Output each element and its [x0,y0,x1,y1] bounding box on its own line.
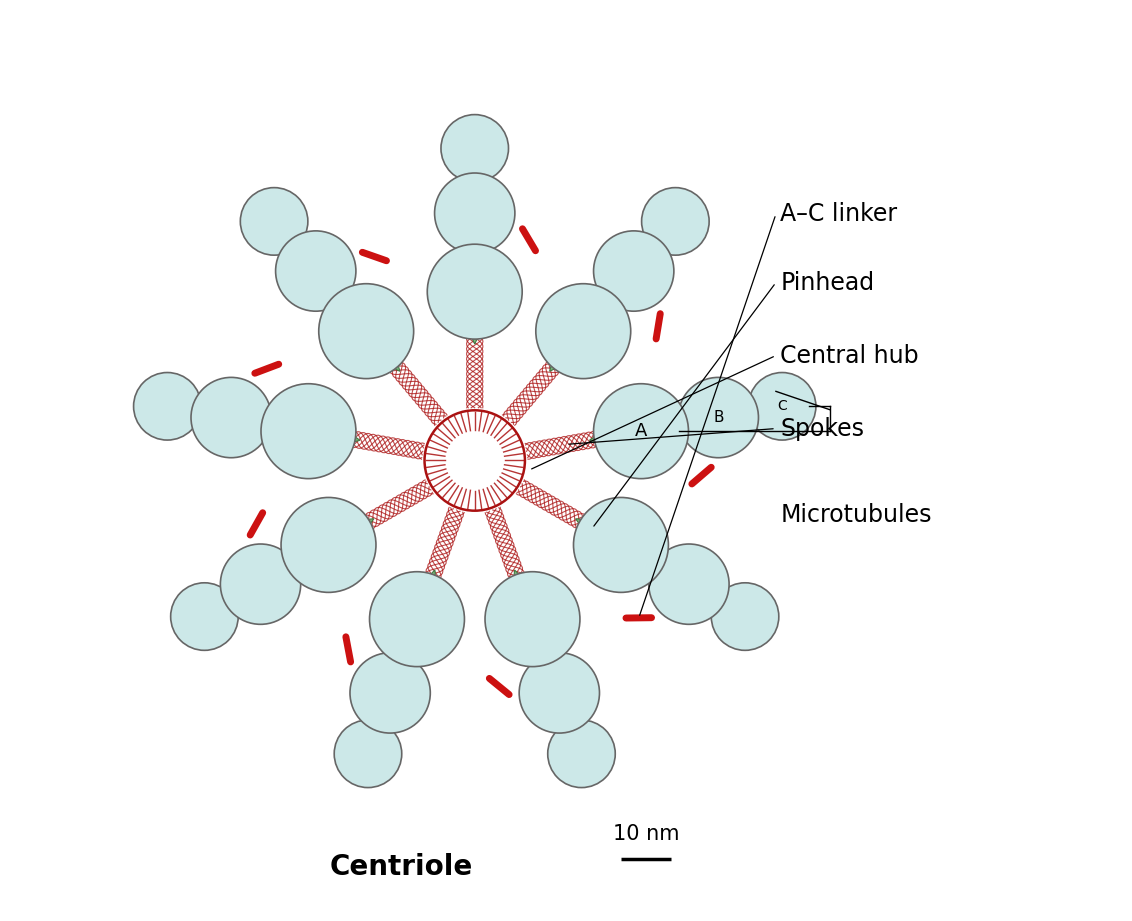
Circle shape [593,231,674,311]
Circle shape [574,497,668,592]
Circle shape [441,114,508,182]
Circle shape [427,244,522,339]
Circle shape [334,720,402,787]
Circle shape [520,653,600,733]
Circle shape [678,378,758,458]
Circle shape [649,544,729,624]
Text: B: B [713,410,723,426]
Circle shape [281,497,376,592]
Circle shape [642,188,709,255]
Polygon shape [512,570,541,609]
Circle shape [711,583,779,650]
Circle shape [424,410,525,511]
Circle shape [369,572,464,667]
Text: 10 nm: 10 nm [612,823,679,844]
Circle shape [748,372,816,440]
Circle shape [593,384,688,479]
Circle shape [535,284,631,379]
Circle shape [261,384,355,479]
Circle shape [319,284,413,379]
Polygon shape [550,334,584,371]
Circle shape [171,583,238,650]
Circle shape [435,173,515,253]
Text: Centriole: Centriole [331,853,473,880]
Text: A–C linker: A–C linker [780,202,898,226]
Polygon shape [323,418,360,449]
Polygon shape [335,519,374,550]
Circle shape [221,544,301,624]
Polygon shape [408,570,438,609]
Circle shape [484,572,580,667]
Text: Pinhead: Pinhead [780,271,875,295]
Polygon shape [590,418,627,449]
Circle shape [350,653,430,733]
Circle shape [191,378,272,458]
Polygon shape [458,309,490,344]
Text: C: C [778,400,787,414]
Polygon shape [575,519,614,550]
Text: Central hub: Central hub [780,344,919,367]
Text: Microtubules: Microtubules [780,503,932,527]
Text: Spokes: Spokes [780,416,865,440]
Circle shape [240,188,308,255]
Circle shape [548,720,616,787]
Polygon shape [365,334,400,371]
Text: A: A [635,422,648,440]
Circle shape [275,231,355,311]
Circle shape [134,372,201,440]
